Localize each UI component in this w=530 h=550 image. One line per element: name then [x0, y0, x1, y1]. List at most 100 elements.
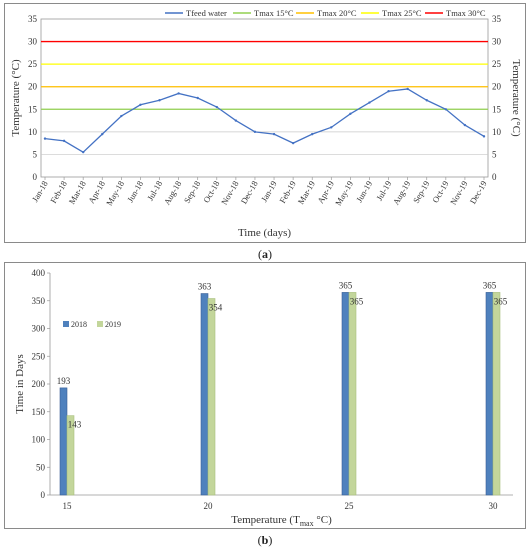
- y-tick-label: 200: [32, 379, 46, 389]
- caption-a-letter: a: [262, 247, 268, 261]
- data-point: [234, 119, 238, 122]
- data-point: [139, 103, 142, 106]
- caption-b: (b): [257, 533, 273, 547]
- y-tick-label-right: 30: [492, 37, 502, 47]
- x-tick-label: Sep-18: [182, 179, 203, 205]
- data-point: [349, 112, 352, 116]
- y-tick-label-left: 35: [28, 14, 38, 24]
- bar-value-label: 193: [57, 376, 71, 386]
- caption-a: (a): [258, 247, 272, 261]
- x-tick-label: Mar-19: [296, 179, 317, 206]
- legend-swatch: [97, 321, 103, 327]
- data-point: [368, 101, 371, 104]
- data-point: [406, 87, 409, 91]
- x-tick-label: Jan-19: [259, 179, 279, 204]
- y-tick-label: 100: [32, 435, 46, 445]
- y-tick-label: 350: [32, 296, 46, 306]
- bar-chart-panel: 0 50 100 150 200 250 300 350 400 193 143 15 363 354 20…: [4, 262, 526, 529]
- legend-label: Tmax 25°C: [382, 8, 422, 18]
- bar-2019: [66, 415, 75, 496]
- x-tick-label: Aug-18: [162, 179, 184, 207]
- y-tick-label: 0: [41, 490, 46, 500]
- x-tick-label: Jan-18: [30, 179, 50, 204]
- x-tick-label: Jul-19: [374, 179, 393, 202]
- legend-label: Tmax 30°C: [446, 8, 486, 18]
- y-tick-label: 400: [32, 268, 46, 278]
- bar-2019: [348, 292, 357, 496]
- x-tick-label: 30: [489, 501, 499, 511]
- y-tick-label-left: 10: [28, 127, 38, 137]
- data-point: [196, 96, 199, 100]
- y-tick-label-right: 5: [492, 149, 497, 159]
- data-point: [81, 150, 85, 154]
- y-tick-label-left: 30: [28, 37, 38, 47]
- bar-value-label: 365: [350, 296, 364, 306]
- data-point: [463, 123, 467, 127]
- y-tick-label-right: 0: [492, 172, 497, 182]
- x-tick-label: Aug-19: [391, 179, 413, 207]
- x-tick-label: Nov-18: [219, 179, 241, 207]
- series-line-tfeed-water: [44, 88, 485, 153]
- y-tick-label-left: 15: [28, 104, 38, 114]
- legend-swatch: [63, 321, 69, 327]
- legend-label: 2018: [71, 320, 87, 329]
- bar-2019: [492, 292, 501, 496]
- y-tick-label-left: 20: [28, 82, 38, 92]
- x-axis-title-subscript: max: [300, 519, 314, 528]
- bar-value-label: 365: [483, 280, 497, 290]
- x-axis-title: Time (days): [238, 227, 291, 239]
- data-point: [291, 141, 295, 145]
- x-tick-label: 25: [345, 501, 355, 511]
- y-tick-label-right: 10: [492, 127, 502, 137]
- x-tick-label: May-19: [333, 179, 355, 207]
- data-point: [272, 132, 276, 136]
- x-tick-label: Sep-19: [411, 179, 432, 205]
- legend-label: Tmax 20°C: [317, 8, 357, 18]
- y-tick-label-left: 0: [33, 172, 38, 182]
- y-axis-title-right: Temperature (°C): [510, 59, 522, 137]
- data-point: [43, 137, 47, 140]
- bar-value-label: 365: [339, 280, 353, 290]
- legend-label: Tmax 15°C: [254, 8, 294, 18]
- bar-value-label: 363: [198, 282, 212, 292]
- x-tick-label: Jul-18: [145, 179, 164, 202]
- y-tick-label: 150: [32, 407, 46, 417]
- x-tick-label: May-18: [104, 179, 126, 207]
- line-chart-panel: 0 0 5 5 10 10 15 15 20 20 25 25 30 30 35 35 Jan-18 Feb-18…: [4, 3, 526, 243]
- y-tick-label-left: 5: [33, 149, 38, 159]
- y-tick-label-left: 25: [28, 59, 38, 69]
- bar-2018: [59, 387, 68, 496]
- x-tick-label: Dec-18: [239, 179, 260, 206]
- y-tick-label: 300: [32, 324, 46, 334]
- data-point: [444, 108, 448, 111]
- caption-b-letter: b: [261, 533, 269, 547]
- bar-2019: [207, 298, 216, 496]
- x-tick-label: 20: [204, 501, 214, 511]
- bar-2018: [200, 293, 209, 496]
- x-tick-label: Jun-18: [125, 179, 145, 204]
- bar-chart: 0 50 100 150 200 250 300 350 400 193 143 15 363 354 20…: [14, 268, 513, 528]
- data-point: [425, 99, 428, 102]
- bar-2018: [341, 292, 350, 496]
- legend-label: 2019: [105, 320, 121, 329]
- x-tick-label: Mar-18: [67, 179, 88, 206]
- x-axis-title-tail: °C): [314, 514, 332, 526]
- legend-label: Tfeed water: [186, 8, 227, 18]
- data-point: [253, 130, 257, 134]
- y-tick-label: 250: [32, 351, 46, 361]
- y-tick-label-right: 35: [492, 14, 502, 24]
- data-point: [387, 90, 390, 93]
- y-tick-label: 50: [36, 462, 46, 472]
- y-axis-title: Time in Days: [14, 354, 26, 414]
- x-tick-label: Jun-19: [354, 179, 374, 204]
- x-axis-title-main: Temperature (T: [231, 514, 300, 526]
- data-point: [330, 126, 333, 129]
- data-point: [215, 105, 218, 109]
- bar-value-label: 365: [494, 296, 508, 306]
- plot-area: [40, 18, 489, 178]
- y-axis-title-left: Temperature (°C): [10, 59, 22, 137]
- bar-2018: [485, 292, 494, 496]
- y-tick-label-right: 20: [492, 82, 502, 92]
- x-tick-label: Nov-19: [448, 179, 470, 207]
